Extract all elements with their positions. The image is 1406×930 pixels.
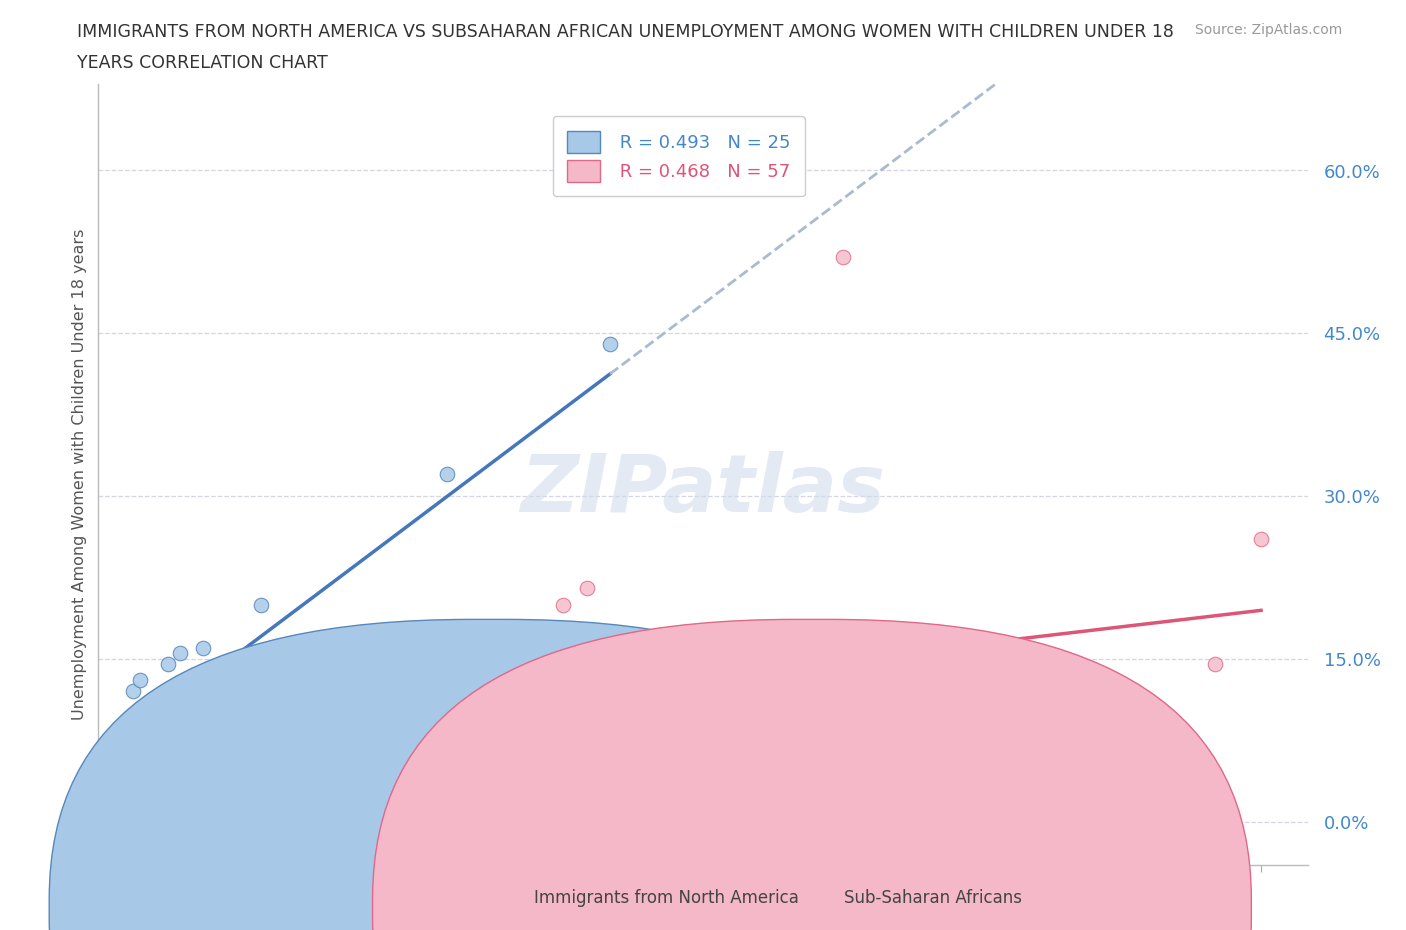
Point bbox=[122, 684, 145, 698]
Point bbox=[104, 744, 127, 759]
Point bbox=[785, 684, 807, 698]
Text: Sub-Saharan Africans: Sub-Saharan Africans bbox=[844, 889, 1022, 907]
Point bbox=[529, 689, 551, 704]
Point bbox=[1204, 657, 1226, 671]
Legend:  R = 0.493   N = 25,  R = 0.468   N = 57: R = 0.493 N = 25, R = 0.468 N = 57 bbox=[553, 116, 806, 196]
Point bbox=[319, 706, 342, 721]
Point bbox=[297, 668, 319, 683]
Point bbox=[366, 700, 388, 715]
Point bbox=[115, 733, 138, 748]
Point bbox=[138, 727, 160, 742]
Point bbox=[157, 738, 180, 753]
Point bbox=[808, 700, 831, 715]
Point bbox=[180, 727, 202, 742]
Point bbox=[1157, 744, 1180, 759]
Point bbox=[1111, 700, 1133, 715]
Point bbox=[273, 706, 295, 721]
Point bbox=[134, 749, 156, 764]
Point bbox=[191, 641, 214, 656]
Point bbox=[112, 716, 135, 731]
Point bbox=[460, 684, 482, 698]
Point bbox=[97, 776, 120, 790]
Point bbox=[169, 646, 191, 661]
Point bbox=[120, 754, 142, 769]
Point bbox=[97, 760, 120, 775]
Point bbox=[645, 662, 668, 677]
Point bbox=[215, 722, 238, 737]
Point bbox=[91, 771, 114, 786]
Point bbox=[152, 716, 174, 731]
Point bbox=[319, 673, 342, 688]
Point bbox=[924, 679, 946, 694]
Point bbox=[250, 597, 273, 612]
Text: 0.0%: 0.0% bbox=[98, 911, 143, 930]
Text: Source: ZipAtlas.com: Source: ZipAtlas.com bbox=[1195, 23, 1343, 37]
Text: YEARS CORRELATION CHART: YEARS CORRELATION CHART bbox=[77, 54, 328, 72]
Point bbox=[738, 668, 761, 683]
Point bbox=[134, 744, 156, 759]
Point bbox=[145, 733, 167, 748]
Point bbox=[90, 781, 112, 796]
Point bbox=[599, 337, 621, 352]
Point bbox=[553, 597, 575, 612]
Point bbox=[226, 651, 249, 666]
Point bbox=[692, 679, 714, 694]
Point bbox=[297, 711, 319, 726]
Point bbox=[575, 580, 598, 596]
Point bbox=[970, 668, 993, 683]
Point bbox=[1018, 689, 1040, 704]
Point bbox=[105, 738, 128, 753]
Point bbox=[105, 744, 128, 759]
Point bbox=[436, 689, 458, 704]
Text: IMMIGRANTS FROM NORTH AMERICA VS SUBSAHARAN AFRICAN UNEMPLOYMENT AMONG WOMEN WIT: IMMIGRANTS FROM NORTH AMERICA VS SUBSAHA… bbox=[77, 23, 1174, 41]
Point bbox=[494, 679, 516, 694]
Text: Immigrants from North America: Immigrants from North America bbox=[534, 889, 799, 907]
Point bbox=[413, 695, 436, 710]
Point bbox=[157, 657, 180, 671]
Point bbox=[129, 738, 152, 753]
Point bbox=[239, 711, 262, 726]
Point bbox=[262, 711, 284, 726]
Point bbox=[94, 765, 117, 780]
Point bbox=[138, 727, 160, 742]
Point bbox=[108, 765, 131, 780]
Point bbox=[831, 250, 853, 265]
Point bbox=[250, 716, 273, 731]
Point bbox=[343, 711, 366, 726]
Point bbox=[111, 749, 134, 764]
Point bbox=[98, 754, 121, 769]
Point bbox=[1064, 673, 1087, 688]
Point bbox=[204, 662, 226, 677]
Point bbox=[111, 727, 134, 742]
Point bbox=[91, 771, 114, 786]
Point bbox=[124, 733, 146, 748]
Point bbox=[389, 706, 412, 721]
Point bbox=[115, 738, 138, 753]
Point bbox=[108, 760, 131, 775]
Text: ZIPatlas: ZIPatlas bbox=[520, 451, 886, 529]
Point bbox=[180, 673, 202, 688]
Point bbox=[101, 760, 124, 775]
Point bbox=[204, 733, 226, 748]
Point bbox=[104, 749, 127, 764]
Point bbox=[98, 754, 121, 769]
Point bbox=[226, 727, 249, 742]
Point bbox=[122, 749, 145, 764]
Point bbox=[1250, 532, 1272, 547]
Point bbox=[145, 722, 167, 737]
Point bbox=[191, 716, 214, 731]
Point bbox=[599, 673, 621, 688]
Y-axis label: Unemployment Among Women with Children Under 18 years: Unemployment Among Women with Children U… bbox=[72, 229, 87, 720]
Point bbox=[169, 722, 191, 737]
Point bbox=[129, 673, 152, 688]
Point bbox=[436, 467, 458, 482]
Point bbox=[855, 662, 877, 677]
